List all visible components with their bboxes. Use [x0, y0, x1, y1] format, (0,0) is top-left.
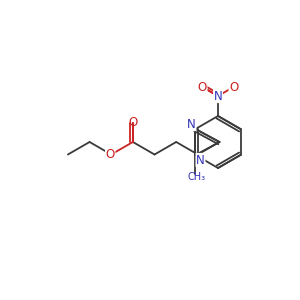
Text: CH₃: CH₃ — [188, 172, 206, 182]
Text: O: O — [106, 148, 115, 161]
Text: N: N — [214, 89, 222, 103]
Text: N: N — [187, 118, 196, 130]
Text: O: O — [128, 116, 137, 129]
Text: O: O — [198, 81, 207, 94]
Text: O: O — [229, 81, 238, 94]
Text: N: N — [196, 154, 205, 166]
